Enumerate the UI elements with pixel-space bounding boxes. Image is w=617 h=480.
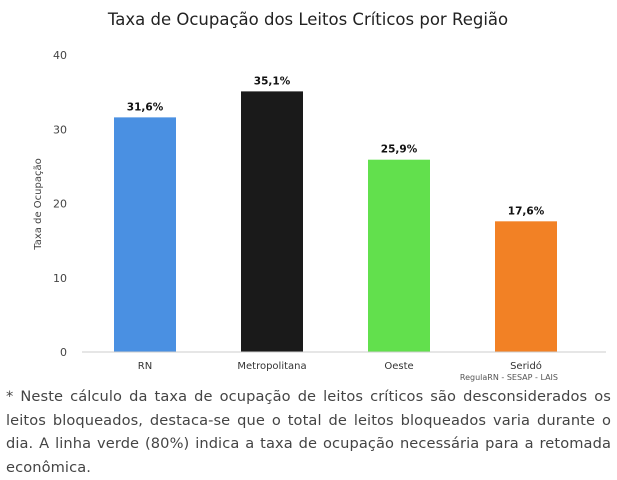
source-credit: RegulaRN - SESAP - LAIS (460, 373, 558, 382)
bar-value-label: 31,6% (127, 101, 164, 113)
y-axis-ticks: 0 10 20 30 40 (53, 49, 67, 359)
footnote: * Neste cálculo da taxa de ocupação de l… (6, 388, 611, 476)
y-tick-label: 40 (53, 49, 67, 62)
x-tick-label: Oeste (384, 361, 413, 372)
bar-value-label: 25,9% (381, 144, 418, 156)
y-tick-label: 10 (53, 272, 67, 285)
bars-group: 31,6% 35,1% 25,9% 17,6% (114, 75, 557, 353)
x-tick-label: Metropolitana (237, 361, 306, 372)
x-axis-labels: RN Metropolitana Oeste Seridó (138, 360, 542, 372)
bar-rn (114, 117, 176, 353)
bar-metropolitana (241, 91, 303, 352)
y-tick-label: 30 (53, 123, 67, 136)
bar-value-label: 17,6% (508, 205, 545, 217)
x-tick-label: RN (138, 361, 152, 372)
y-tick-label: 0 (60, 346, 67, 359)
chart-title: Taxa de Ocupação dos Leitos Críticos por… (107, 10, 508, 29)
y-tick-label: 20 (53, 198, 67, 211)
bar-oeste (368, 159, 430, 352)
bar-chart: Taxa de Ocupação dos Leitos Críticos por… (33, 10, 606, 382)
bar-value-label: 35,1% (254, 75, 291, 87)
y-axis-label: Taxa de Ocupação (33, 158, 44, 250)
x-tick-label: Seridó (510, 360, 542, 372)
bar-serid- (495, 221, 557, 352)
